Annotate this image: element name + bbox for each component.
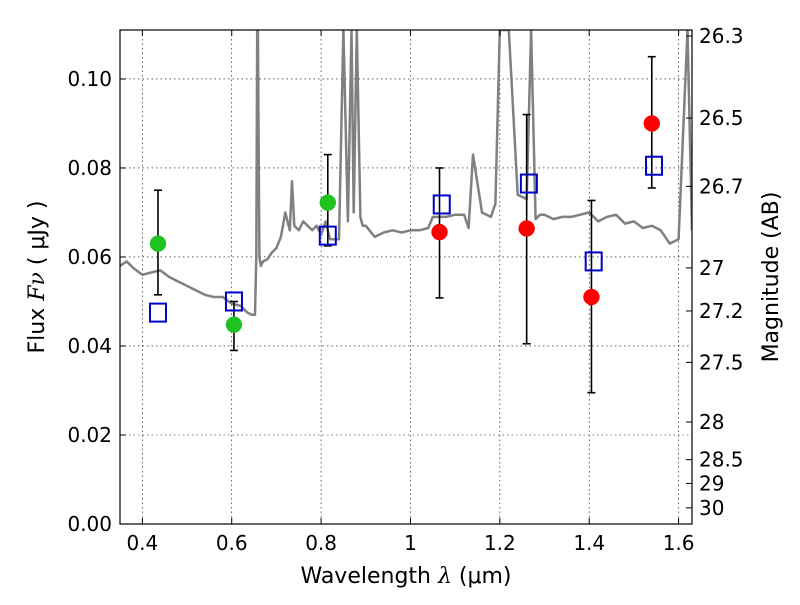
mag-tick-label: 30 <box>699 496 724 520</box>
y-axis-label-prefix: Flux <box>25 301 50 354</box>
model-square-marker <box>584 251 603 272</box>
mag-tick-label: 27 <box>699 256 724 280</box>
x-axis-label-var: λ <box>437 564 452 589</box>
y2-axis-label: Magnitude (AB) <box>759 192 784 363</box>
y-tick-label: 0.10 <box>67 67 112 91</box>
mag-tick-label: 26.7 <box>699 174 744 198</box>
y-tick-label: 0.00 <box>67 512 112 536</box>
model-square-marker <box>432 194 451 215</box>
model-square-marker <box>519 173 538 194</box>
mag-tick-label: 26.5 <box>699 106 744 130</box>
red-circle-marker <box>431 223 448 241</box>
y-axis-label-unit: ( μJy ) <box>25 200 50 272</box>
y-axis-label-var: Fν <box>25 272 50 302</box>
mag-tick-label: 27.5 <box>699 350 744 374</box>
green-circle-marker <box>149 235 167 252</box>
model-spectrum-layer <box>120 30 692 317</box>
x-tick-label: 1.2 <box>484 531 516 555</box>
marker-layer <box>148 115 664 333</box>
red-circle-marker <box>518 220 535 237</box>
red-circle-marker <box>643 115 661 132</box>
red-circle-marker <box>583 288 600 306</box>
mag-tick-label: 29 <box>699 471 724 495</box>
tick-layer: 0.4 0.6 0.8 1 1.2 1.4 1.6 0.00 0.02 0.04 0.06 0.08 0… <box>67 24 743 555</box>
model-square-marker <box>645 155 664 176</box>
x-tick-label: 1.6 <box>663 531 695 555</box>
x-axis-label: Wavelength λ (μm) <box>300 564 511 589</box>
x-tick-label: 1 <box>404 531 417 555</box>
mag-tick-label: 28 <box>699 410 724 434</box>
y-tick-label: 0.06 <box>67 245 112 269</box>
mag-tick-label: 27.2 <box>699 299 744 323</box>
plot-frame <box>119 29 693 525</box>
y-tick-label: 0.08 <box>67 156 112 180</box>
x-tick-label: 1.4 <box>573 531 605 555</box>
model-spectrum-line <box>120 30 692 317</box>
x-axis-label-prefix: Wavelength <box>300 564 438 589</box>
model-square-marker <box>148 302 167 323</box>
x-tick-label: 0.4 <box>126 531 158 555</box>
green-circle-marker <box>225 316 243 333</box>
errorbar-layer <box>153 55 656 394</box>
x-axis-label-unit: (μm) <box>452 564 512 589</box>
green-circle-marker <box>319 194 337 211</box>
mag-tick-label: 28.5 <box>699 448 744 472</box>
x-tick-label: 0.6 <box>216 531 248 555</box>
y-tick-label: 0.02 <box>67 423 112 447</box>
mag-tick-label: 26.3 <box>699 24 744 48</box>
x-tick-label: 0.8 <box>305 531 337 555</box>
y-tick-label: 0.04 <box>67 334 112 358</box>
model-square-marker <box>224 291 243 312</box>
model-square-marker <box>318 225 337 246</box>
y-axis-label: Flux Fν ( μJy ) <box>25 200 50 353</box>
